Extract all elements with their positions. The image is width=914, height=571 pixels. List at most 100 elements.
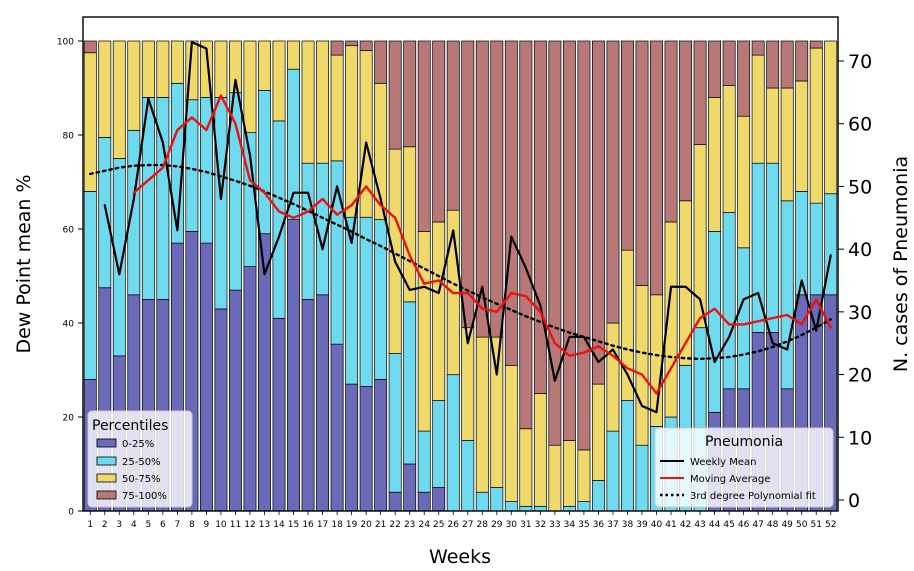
bar-week-21-p3 xyxy=(374,40,388,84)
bar-week-23-p0 xyxy=(403,463,417,512)
right-tick-label: 60 xyxy=(848,114,872,136)
bar-week-30-p3 xyxy=(504,40,518,366)
left-tick-label: 0 xyxy=(68,508,74,518)
bar-week-20-p3 xyxy=(359,40,373,51)
bar-week-19-p0 xyxy=(345,383,359,512)
bar-week-14-p0 xyxy=(272,317,286,512)
bar-week-13-p2 xyxy=(258,40,271,91)
bar-week-42-p2 xyxy=(679,200,693,366)
bar-week-37-p3 xyxy=(606,40,620,324)
bar-week-23-p1 xyxy=(403,301,417,465)
line-moving-average xyxy=(132,94,832,395)
x-tick-label: 18 xyxy=(331,520,343,530)
x-tick-label: 46 xyxy=(738,520,750,530)
x-tick-label: 15 xyxy=(288,520,299,530)
bar-week-32-p2 xyxy=(533,393,547,507)
y-axis-label-left: Dew Point mean % xyxy=(13,174,35,353)
bar-week-19-p3 xyxy=(345,40,359,47)
bar-week-38-p1 xyxy=(621,400,634,512)
bar-week-25-p3 xyxy=(432,40,446,223)
x-tick-label: 14 xyxy=(273,520,285,530)
bar-week-17-p2 xyxy=(316,40,330,164)
left-tick-label: 60 xyxy=(63,226,75,236)
legend-swatch-50-75 xyxy=(96,473,117,483)
bar-week-31-p2 xyxy=(519,428,533,507)
x-tick-label: 26 xyxy=(448,520,460,530)
bar-week-39-p2 xyxy=(635,285,649,446)
legend-label-weekly-mean: Weekly Mean xyxy=(690,457,757,468)
left-axis-ticks: 0 20 40 60 80 100 xyxy=(57,38,83,518)
x-tick-label: 32 xyxy=(535,520,546,530)
legend-swatch-25-50 xyxy=(96,456,117,466)
bar-week-27-p2 xyxy=(461,327,475,441)
bar-week-25-p2 xyxy=(432,221,446,401)
bar-week-46-p3 xyxy=(737,40,751,117)
x-tick-label: 33 xyxy=(549,520,560,530)
x-tick-label: 45 xyxy=(723,520,734,530)
right-tick-label: 20 xyxy=(848,365,872,387)
bar-week-27-p1 xyxy=(461,440,475,512)
bar-week-15-p2 xyxy=(287,40,300,70)
bar-week-28-p3 xyxy=(475,40,489,338)
bar-week-2-p2 xyxy=(98,40,112,138)
x-tick-label: 31 xyxy=(520,520,531,530)
bar-week-26-p1 xyxy=(446,374,460,512)
pneumonia-legend: Pneumonia Weekly Mean Moving Average 3rd… xyxy=(654,427,834,508)
bar-week-35-p1 xyxy=(577,501,591,512)
bar-week-38-p3 xyxy=(621,40,634,251)
x-tick-label: 17 xyxy=(317,520,328,530)
bar-week-45-p1 xyxy=(722,212,736,390)
bar-week-33-p3 xyxy=(548,40,562,446)
legend-label-75-100: 75-100% xyxy=(122,491,167,502)
x-tick-label: 47 xyxy=(752,520,763,530)
x-tick-label: 37 xyxy=(607,520,618,530)
x-tick-label: 43 xyxy=(694,520,705,530)
bar-week-22-p1 xyxy=(388,353,402,493)
bar-week-41-p3 xyxy=(664,40,678,223)
bar-week-16-p1 xyxy=(301,162,315,300)
bar-week-34-p2 xyxy=(562,440,576,507)
bar-week-28-p1 xyxy=(475,491,489,512)
bar-week-9-p0 xyxy=(199,242,213,512)
bar-week-1-p3 xyxy=(83,40,97,54)
bar-week-23-p3 xyxy=(403,40,417,148)
bar-week-1-p1 xyxy=(83,191,97,380)
x-tick-label: 25 xyxy=(433,520,444,530)
x-tick-label: 38 xyxy=(622,520,634,530)
bar-week-51-p2 xyxy=(809,47,823,204)
bar-week-24-p0 xyxy=(417,491,431,512)
legend-label-0-25: 0-25% xyxy=(122,439,154,450)
bar-week-37-p1 xyxy=(606,430,620,512)
bar-week-35-p3 xyxy=(577,40,591,451)
x-tick-label: 42 xyxy=(680,520,691,530)
x-tick-label: 22 xyxy=(389,520,400,530)
bar-week-11-p0 xyxy=(229,289,242,512)
legend-label-50-75: 50-75% xyxy=(122,474,161,485)
right-tick-label: 30 xyxy=(848,302,872,324)
bar-week-6-p2 xyxy=(156,40,170,98)
bar-week-4-p1 xyxy=(127,129,141,296)
bar-week-7-p2 xyxy=(170,40,184,84)
bar-week-36-p2 xyxy=(591,383,605,481)
bar-week-21-p0 xyxy=(374,379,388,512)
bar-week-43-p3 xyxy=(693,40,707,145)
x-tick-label: 24 xyxy=(418,520,430,530)
bar-week-31-p3 xyxy=(519,40,533,430)
right-tick-label: 10 xyxy=(848,427,872,449)
x-tick-label: 51 xyxy=(810,520,821,530)
bar-week-32-p1 xyxy=(533,505,547,512)
x-tick-label: 23 xyxy=(404,520,415,530)
x-tick-label: 44 xyxy=(709,520,721,530)
x-tick-label: 39 xyxy=(636,520,648,530)
right-axis-ticks: 0 10 20 30 40 50 60 70 xyxy=(838,51,872,512)
bar-week-39-p1 xyxy=(635,444,649,512)
bar-week-16-p0 xyxy=(301,299,315,512)
bar-week-15-p1 xyxy=(287,68,300,220)
bar-week-31-p1 xyxy=(519,505,533,512)
bar-week-51-p3 xyxy=(809,40,823,49)
x-tick-label: 8 xyxy=(189,520,195,530)
pneumonia-lines xyxy=(89,41,832,414)
x-tick-label: 5 xyxy=(145,520,151,530)
left-tick-label: 80 xyxy=(63,132,75,142)
bar-week-15-p0 xyxy=(287,219,300,512)
